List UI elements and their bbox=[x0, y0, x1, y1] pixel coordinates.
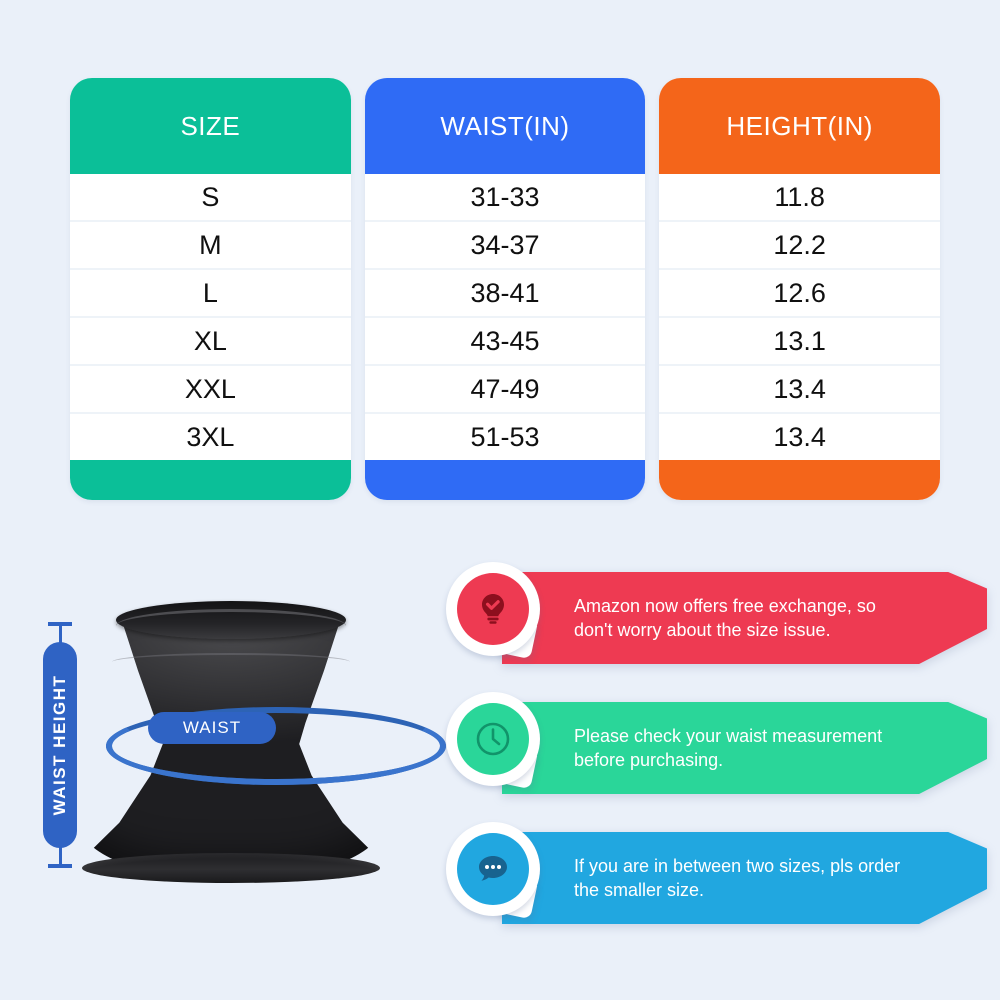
table-cell: 13.4 bbox=[659, 366, 941, 414]
badge-circle bbox=[457, 833, 529, 905]
column-footer-waist bbox=[364, 460, 646, 500]
table-cell: 51-53 bbox=[364, 414, 646, 460]
waist-height-indicator: WAIST HEIGHT bbox=[34, 620, 86, 870]
waist-height-pill: WAIST HEIGHT bbox=[43, 642, 77, 848]
table-cell: L bbox=[70, 270, 351, 318]
table-cell: 38-41 bbox=[364, 270, 646, 318]
table-cell: 43-45 bbox=[364, 318, 646, 366]
chat-bubble-icon bbox=[473, 849, 513, 889]
column-body-height: 11.8 12.2 12.6 13.1 13.4 13.4 bbox=[659, 174, 941, 460]
column-body-waist: 31-33 34-37 38-41 43-45 47-49 51-53 bbox=[364, 174, 646, 460]
table-cell: 47-49 bbox=[364, 366, 646, 414]
table-cell: S bbox=[70, 174, 351, 222]
table-cell: XL bbox=[70, 318, 351, 366]
table-cell: 34-37 bbox=[364, 222, 646, 270]
banner-body: Please check your waist measurement befo… bbox=[502, 702, 987, 794]
height-stem-bottom-icon bbox=[59, 846, 62, 866]
column-body-size: S M L XL XXL 3XL bbox=[70, 174, 351, 460]
height-cap-bottom-icon bbox=[48, 864, 72, 868]
column-footer-size bbox=[70, 460, 351, 500]
info-banner-list: Amazon now offers free exchange, so don'… bbox=[442, 560, 987, 960]
size-column-waist: WAIST(IN) 31-33 34-37 38-41 43-45 47-49 … bbox=[364, 78, 646, 500]
table-cell: 13.1 bbox=[659, 318, 941, 366]
banner-shape bbox=[502, 572, 987, 664]
info-banner-exchange: Amazon now offers free exchange, so don'… bbox=[442, 560, 987, 672]
table-cell: 11.8 bbox=[659, 174, 941, 222]
info-banner-measurement: Please check your waist measurement befo… bbox=[442, 690, 987, 802]
column-header-height: HEIGHT(IN) bbox=[659, 78, 941, 174]
belt-seam-line bbox=[112, 653, 350, 671]
banner-body: Amazon now offers free exchange, so don'… bbox=[502, 572, 987, 664]
banner-badge bbox=[442, 560, 546, 672]
height-stem-top-icon bbox=[59, 624, 62, 644]
waist-height-label: WAIST HEIGHT bbox=[50, 674, 69, 816]
table-cell: 13.4 bbox=[659, 414, 941, 460]
size-column-height: HEIGHT(IN) 11.8 12.2 12.6 13.1 13.4 13.4 bbox=[659, 78, 941, 500]
badge-circle bbox=[457, 703, 529, 775]
belt-bottom-hem bbox=[82, 853, 380, 883]
banner-shape bbox=[502, 832, 987, 924]
banner-badge bbox=[442, 690, 546, 802]
column-footer-height bbox=[659, 460, 941, 500]
waist-label-pill: WAIST bbox=[148, 712, 276, 744]
belt-top-rim bbox=[116, 609, 346, 643]
clock-icon bbox=[473, 719, 513, 759]
banner-text: If you are in between two sizes, pls ord… bbox=[574, 855, 901, 900]
waist-measure-ring-front bbox=[106, 707, 446, 785]
size-chart-table: SIZE S M L XL XXL 3XL WAIST(IN) 31-33 34… bbox=[70, 78, 941, 500]
table-cell: 12.2 bbox=[659, 222, 941, 270]
banner-shape bbox=[502, 702, 987, 794]
product-figure bbox=[18, 575, 446, 965]
table-cell: XXL bbox=[70, 366, 351, 414]
table-cell: M bbox=[70, 222, 351, 270]
banner-text: Please check your waist measurement befo… bbox=[574, 725, 883, 770]
column-header-size: SIZE bbox=[70, 78, 351, 174]
table-cell: 3XL bbox=[70, 414, 351, 460]
size-column-size: SIZE S M L XL XXL 3XL bbox=[70, 78, 351, 500]
waist-trainer-belt-image bbox=[76, 595, 446, 885]
banner-badge bbox=[442, 820, 546, 932]
lightbulb-check-icon bbox=[473, 589, 513, 629]
badge-circle bbox=[457, 573, 529, 645]
table-cell: 31-33 bbox=[364, 174, 646, 222]
banner-text: Amazon now offers free exchange, so don'… bbox=[574, 595, 876, 640]
banner-body: If you are in between two sizes, pls ord… bbox=[502, 832, 987, 924]
info-banner-sizing-advice: If you are in between two sizes, pls ord… bbox=[442, 820, 987, 932]
column-header-waist: WAIST(IN) bbox=[364, 78, 646, 174]
table-cell: 12.6 bbox=[659, 270, 941, 318]
